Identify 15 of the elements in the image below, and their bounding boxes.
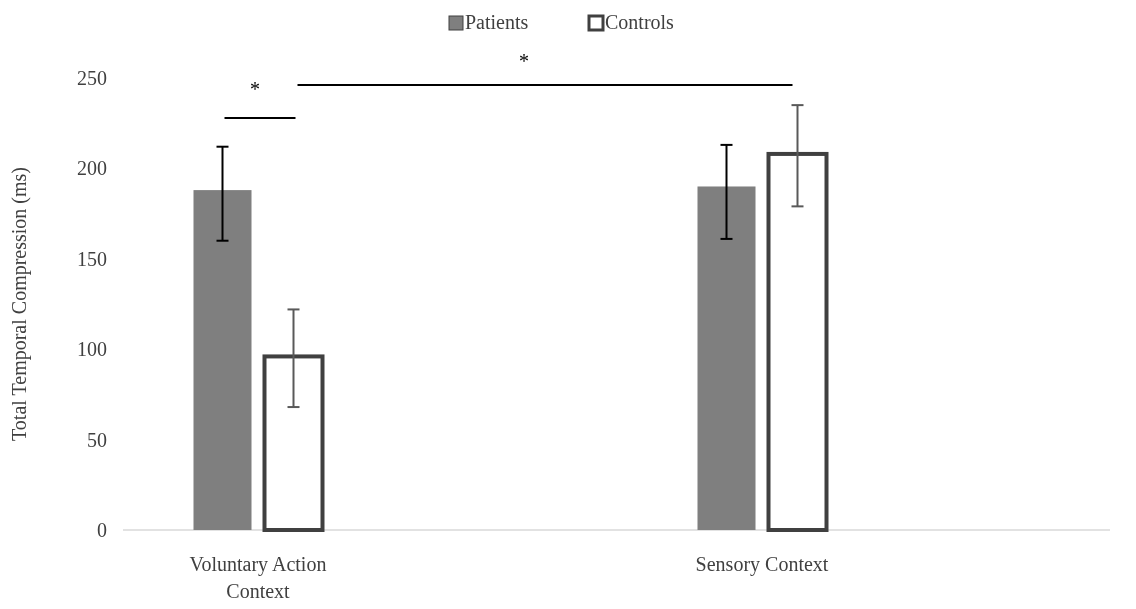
- y-tick-label: 150: [77, 247, 107, 270]
- y-tick-label: 50: [87, 428, 107, 451]
- text: *: [519, 50, 529, 72]
- y-tick-label: 100: [77, 338, 107, 361]
- y-tick-label: 0: [97, 519, 107, 541]
- legend-label: Controls: [605, 11, 675, 33]
- y-tick-label: 250: [77, 67, 107, 89]
- legend-label: Patients: [465, 11, 529, 33]
- bar: [697, 186, 756, 530]
- y-axis-title: Total Temporal Compression (ms): [8, 166, 31, 442]
- y-tick-label: 200: [77, 157, 107, 180]
- bar: [193, 190, 252, 530]
- x-tick-label: Sensory Context: [695, 553, 829, 576]
- annotation: *: [250, 78, 260, 100]
- x-tick-label: Voluntary Action Context: [189, 553, 327, 602]
